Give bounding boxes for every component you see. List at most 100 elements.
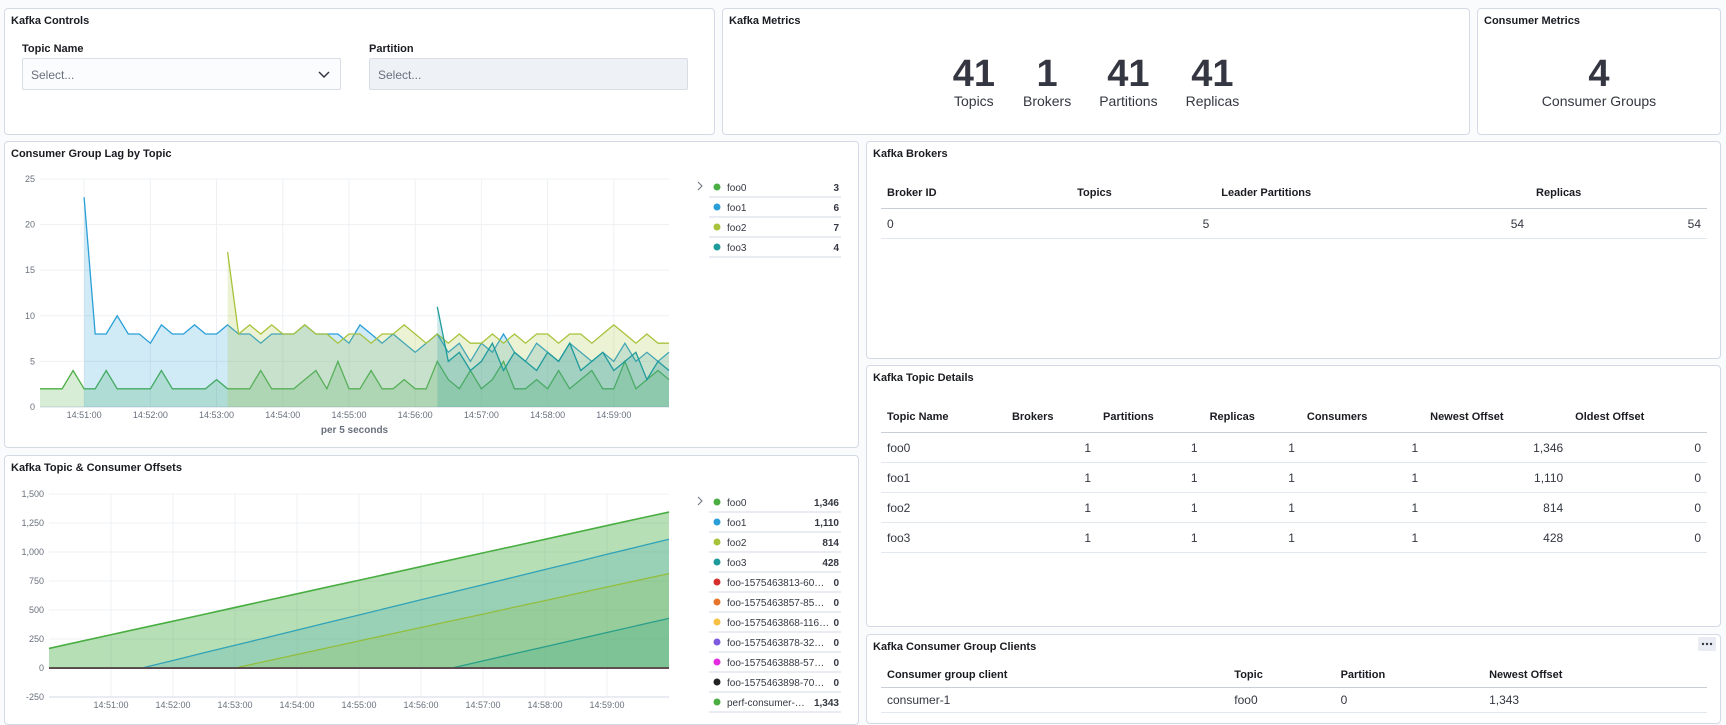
table-cell: foo3 <box>881 522 1006 553</box>
brokers-panel: Kafka Brokers Broker ID Topics Leader Part… <box>866 141 1721 359</box>
column-header: Topic <box>1228 663 1335 688</box>
legend-swatch <box>713 243 721 251</box>
legend-toggle[interactable] <box>697 181 703 191</box>
panel-title: Kafka Controls <box>11 15 90 27</box>
table-cell: foo0 <box>1228 687 1335 713</box>
metric-value: 41 <box>1107 53 1150 95</box>
table-cell: foo2 <box>881 492 1006 523</box>
legend-label: foo3 <box>727 243 747 254</box>
y-tick-label: 0 <box>30 402 35 412</box>
table-cell: 1 <box>1300 462 1425 493</box>
legend-label: perf-consumer-… <box>727 698 805 709</box>
series-area <box>49 512 669 668</box>
legend-label: foo-1575463888-57… <box>727 658 824 669</box>
series-line <box>40 359 670 391</box>
column-header: Topic Name <box>881 402 1006 433</box>
table-row: foo1 1 1 1 1 1,110 0 <box>881 462 1707 493</box>
legend-swatch <box>713 658 721 666</box>
column-header: Leader Partitions <box>1215 178 1531 209</box>
metric-label: Topics <box>954 93 994 109</box>
table-cell: 1 <box>1203 522 1301 553</box>
series-area <box>49 511 669 668</box>
x-tick-label: 14:55:00 <box>331 410 366 420</box>
panel-menu[interactable] <box>1698 637 1716 651</box>
legend-swatch <box>713 203 721 211</box>
legend-label: foo2 <box>727 223 747 234</box>
legend-swatch <box>713 678 721 686</box>
legend-value: 0 <box>833 618 839 629</box>
panel-title: Kafka Brokers <box>873 148 948 160</box>
legend-swatch <box>713 498 721 506</box>
metric-label: Replicas <box>1185 93 1240 109</box>
panel-title: Kafka Consumer Group Clients <box>873 641 1037 653</box>
legend-label: foo-1575463898-70… <box>727 678 824 689</box>
table-cell: 1,343 <box>1483 687 1707 713</box>
legend-value: 814 <box>822 538 839 549</box>
legend-label: foo-1575463868-116… <box>727 618 829 629</box>
legend-swatch <box>713 618 721 626</box>
metric: 41 Partitions <box>1099 55 1157 109</box>
legend-swatch <box>713 223 721 231</box>
table-cell: 1 <box>1005 462 1097 493</box>
y-tick-label: 1,500 <box>21 489 44 499</box>
metric: 41 Topics <box>953 55 995 109</box>
table-cell: consumer-1 <box>881 687 1229 713</box>
chevron <box>318 71 330 79</box>
series-area <box>49 618 669 668</box>
series-line <box>226 251 669 345</box>
table-cell: 1 <box>1203 462 1301 493</box>
legend-swatch <box>713 578 721 586</box>
legend-label: foo-1575463813-60… <box>727 578 824 589</box>
column-header: Brokers <box>1005 402 1097 433</box>
y-tick-label: 5 <box>30 356 35 366</box>
panel-title: Kafka Topic & Consumer Offsets <box>11 462 182 474</box>
header-row: Broker ID Topics Leader Partitions Replicas <box>881 178 1707 209</box>
x-tick-label: 14:59:00 <box>589 700 624 710</box>
legend-value: 1,110 <box>815 518 840 529</box>
table-cell: 0 <box>1334 687 1484 713</box>
legend-value: 0 <box>833 638 839 649</box>
metric: 41 Replicas <box>1186 55 1240 109</box>
table-cell: 1 <box>1300 522 1425 553</box>
table-cell: 1,346 <box>1424 432 1570 463</box>
metric-row: 4 Consumer Groups <box>1478 55 1720 109</box>
x-axis-label: per 5 seconds <box>321 425 389 436</box>
legend-value: 6 <box>833 203 839 214</box>
y-tick-label: 750 <box>29 576 44 586</box>
table: Consumer group client Topic Partition Newes… <box>881 663 1707 713</box>
legend-swatch <box>713 183 721 191</box>
table-row: consumer-1 foo0 0 1,343 <box>881 687 1707 713</box>
legend-toggle[interactable] <box>697 496 703 506</box>
metric-value: 1 <box>1036 53 1058 95</box>
legend-value: 0 <box>833 578 839 589</box>
table-cell: foo1 <box>881 462 1006 493</box>
table-cell: 1 <box>1097 492 1204 523</box>
x-tick-label: 14:59:00 <box>596 410 631 420</box>
legend-value: 3 <box>833 183 839 194</box>
x-tick-label: 14:52:00 <box>133 410 168 420</box>
legend-value: 1,343 <box>814 698 839 709</box>
table-cell: 428 <box>1424 522 1570 553</box>
table-cell: 54 <box>1530 208 1707 239</box>
partition-select: Select... <box>369 58 688 90</box>
table-cell: 1,110 <box>1424 462 1570 493</box>
x-tick-label: 14:56:00 <box>403 700 438 710</box>
chart: 0 5 10 15 20 25 14:51:00 14:52:00 14:53:00 14:54:… <box>25 174 841 436</box>
x-tick-label: 14:58:00 <box>530 410 565 420</box>
x-tick-label: 14:53:00 <box>199 410 234 420</box>
x-tick-label: 14:51:00 <box>93 700 128 710</box>
table-cell: 0 <box>1569 462 1707 493</box>
metric-label: Brokers <box>1022 93 1072 109</box>
x-tick-label: 14:51:00 <box>67 410 102 420</box>
table-cell: foo0 <box>881 432 1006 463</box>
topic-select[interactable]: Select... <box>22 58 341 90</box>
y-tick-label: 0 <box>39 663 44 673</box>
column-header: Replicas <box>1203 402 1301 433</box>
legend-label: foo0 <box>727 498 747 509</box>
metric: 4 Consumer Groups <box>1542 55 1656 109</box>
metric-value: 4 <box>1588 53 1610 95</box>
column-header: Newest Offset <box>1483 663 1707 688</box>
y-tick-label: 1,000 <box>21 547 44 557</box>
table-cell: 1 <box>1097 522 1204 553</box>
y-tick-label: 1,250 <box>21 518 44 528</box>
